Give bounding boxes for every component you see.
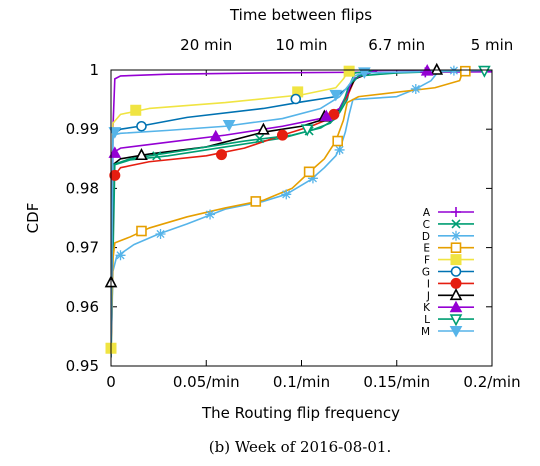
y-axis-title: CDF: [24, 203, 42, 234]
series-line-E: [111, 70, 465, 358]
series-marker-K: [319, 109, 333, 122]
plot-frame: [110, 69, 493, 367]
series-marker-F: [130, 104, 142, 116]
series-marker-D: [307, 173, 318, 184]
legend-marker-M: [449, 326, 463, 338]
legend-marker-K: [449, 300, 463, 313]
series-marker-L: [300, 124, 314, 137]
series-marker-G: [136, 120, 147, 132]
series-marker-J: [430, 62, 444, 75]
series-marker-C: [255, 134, 265, 144]
y-tick-label: 0.98: [66, 179, 99, 197]
series-marker-K: [209, 129, 223, 142]
legend-marker-L: [449, 314, 463, 327]
series-line-L: [111, 70, 492, 358]
series-marker-E: [136, 225, 147, 237]
y-tick-label: 0.97: [66, 239, 99, 257]
legend-marker-A: [451, 207, 461, 217]
figure-caption: (b) Week of 2016-08-01.: [209, 438, 391, 456]
x-tick-label: 0.05/min: [173, 373, 240, 391]
legend-label-A: A: [423, 207, 431, 219]
x2-tick-label: 6.7 min: [368, 36, 425, 54]
legend-marker-F: [450, 254, 462, 266]
series-marker-M: [329, 89, 343, 102]
series-marker-M: [108, 127, 122, 139]
legend-label-D: D: [422, 231, 430, 243]
legend-marker-E: [450, 242, 462, 253]
series-marker-K: [108, 146, 122, 158]
x2-tick-label: 20 min: [180, 36, 232, 54]
legend-label-F: F: [424, 255, 430, 267]
series-marker-D: [334, 144, 345, 155]
series-line-A: [111, 70, 492, 358]
legend-marker-D: [451, 230, 461, 241]
series-marker-E: [460, 65, 471, 77]
series-marker-I: [328, 108, 340, 120]
series-marker-D: [115, 250, 126, 261]
legend-label-K: K: [423, 302, 431, 314]
x-tick-label: 0: [106, 373, 116, 391]
series-marker-G: [290, 93, 302, 105]
y-tick-label: 0.95: [66, 357, 99, 375]
x-tick-label: 0.1/min: [273, 373, 330, 391]
series-marker-C: [152, 151, 162, 161]
legend-marker-J: [449, 288, 463, 301]
axis-ticks: 0 0.05/min 0.1/min 0.15/min 0.2/min 20 min 10 …: [66, 36, 521, 391]
series-marker-I: [215, 149, 227, 161]
series-layer: [111, 70, 492, 358]
legend-marker-I: [450, 277, 462, 289]
series-marker-D: [448, 65, 459, 76]
series-line-F: [111, 70, 350, 358]
series-marker-M: [222, 120, 236, 132]
series-marker-E: [303, 166, 315, 178]
series-line-M: [111, 70, 492, 358]
y-tick-label: 0.96: [66, 298, 99, 316]
series-marker-D: [410, 83, 421, 94]
y-tick-label: 1: [89, 61, 99, 79]
series-marker-J: [135, 148, 148, 161]
x-axis-title: The Routing flip frequency: [201, 404, 400, 422]
series-marker-E: [250, 196, 262, 207]
series-marker-D: [281, 189, 292, 200]
series-marker-I: [276, 129, 288, 141]
series-marker-L: [478, 65, 491, 78]
legend-label-C: C: [423, 219, 430, 231]
legend-label-L: L: [424, 314, 430, 326]
y-tick-label: 0.99: [66, 120, 99, 138]
legend-label-E: E: [423, 243, 430, 255]
series-marker-D: [155, 228, 166, 239]
legend-marker-C: [451, 219, 461, 229]
legend-label-I: I: [427, 278, 430, 290]
legend-marker-G: [450, 266, 462, 277]
x-tick-label: 0.15/min: [363, 373, 430, 391]
legend-label-G: G: [422, 267, 430, 279]
x2-tick-label: 10 min: [275, 36, 327, 54]
x-tick-label: 0.2/min: [463, 373, 520, 391]
legend-label-J: J: [426, 290, 430, 302]
series-marker-F: [343, 65, 355, 77]
legend-label-M: M: [421, 326, 430, 338]
series-marker-I: [109, 169, 121, 181]
series-marker-J: [257, 122, 270, 135]
series-marker-E: [332, 135, 343, 147]
x2-tick-label: 5 min: [471, 36, 514, 54]
series-marker-D: [205, 209, 216, 220]
x2-axis-title: Time between flips: [229, 6, 372, 24]
